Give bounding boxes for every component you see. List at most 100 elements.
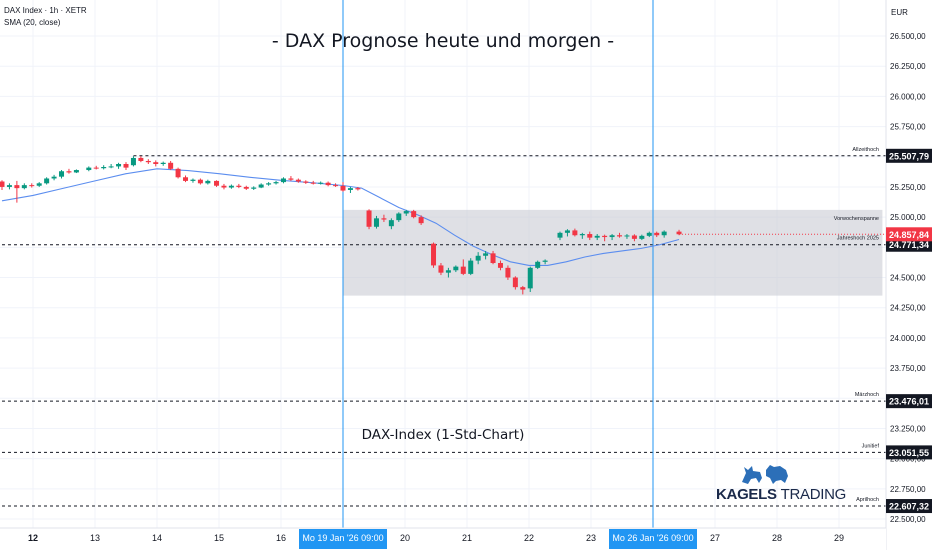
zone-label: Vorwochenspanne — [834, 216, 879, 222]
x-tick-label: 12 — [28, 533, 38, 543]
candle — [609, 234, 615, 241]
candle — [73, 169, 79, 174]
candle-body — [587, 234, 593, 238]
candle-body — [355, 188, 361, 190]
y-tick-label: 23.250,00 — [890, 424, 926, 433]
candle-body — [505, 267, 511, 278]
y-tick-label: 25.750,00 — [890, 123, 926, 132]
x-tick-label: 29 — [834, 533, 844, 543]
candle — [512, 276, 518, 290]
candle-body — [73, 170, 79, 173]
candle — [654, 231, 660, 238]
candle-body — [130, 157, 136, 166]
candle — [564, 229, 570, 237]
candle-body — [160, 162, 166, 164]
bull-shape — [742, 466, 762, 484]
chart-title: - DAX Prognose heute und morgen - — [271, 30, 615, 52]
level-tag-label: 24.771,34 — [889, 240, 929, 250]
candle — [273, 180, 279, 185]
candle-body — [59, 171, 65, 177]
candle-body — [646, 232, 652, 236]
level-tag-label: 23.476,01 — [889, 397, 929, 407]
candle-body — [557, 232, 563, 238]
candle-body — [527, 267, 533, 289]
candle — [183, 175, 189, 183]
candle — [116, 162, 122, 169]
x-tick-label: 14 — [152, 533, 162, 543]
y-tick-label: 24.250,00 — [890, 304, 926, 313]
candle-body — [609, 235, 615, 238]
candle — [303, 180, 309, 184]
candle — [153, 160, 159, 167]
y-tick-label: 24.000,00 — [890, 334, 926, 343]
candle — [483, 250, 489, 260]
bear-shape — [766, 465, 788, 484]
candle — [29, 183, 35, 188]
candle-body — [108, 166, 114, 168]
candle — [145, 159, 151, 164]
bull-icon — [742, 466, 762, 484]
candle — [340, 182, 346, 192]
candle-body — [438, 265, 444, 273]
candle-body — [21, 185, 27, 189]
candle-body — [228, 185, 234, 188]
x-tick-label: 13 — [90, 533, 100, 543]
level-label: Aprilhoch — [856, 497, 879, 503]
candle — [587, 231, 593, 241]
candle — [93, 165, 99, 170]
date-marker-tag — [609, 529, 697, 549]
candle — [438, 263, 444, 276]
y-tick-label: 26.000,00 — [890, 92, 926, 101]
candle — [431, 242, 437, 268]
time-axis-bg — [0, 528, 886, 550]
date-marker-label: Mo 19 Jan '26 09:00 — [302, 533, 383, 543]
candle — [236, 183, 242, 189]
candle — [497, 260, 503, 271]
candle — [535, 260, 541, 270]
candle-body — [639, 235, 645, 239]
candle-body — [175, 168, 181, 178]
candle — [475, 252, 481, 265]
candle-body — [676, 231, 682, 235]
candle-body — [288, 178, 294, 180]
candle-body — [654, 232, 660, 236]
candle-body — [497, 263, 503, 268]
candle — [318, 181, 324, 185]
level-tag-label: 25.507,79 — [889, 151, 929, 161]
candle-body — [183, 177, 189, 181]
candle-body — [624, 235, 630, 237]
candle — [333, 183, 339, 187]
candle-body — [340, 185, 346, 191]
level-label: Junitief — [862, 443, 880, 449]
candle — [190, 178, 196, 183]
candle-body — [631, 235, 637, 239]
candle — [138, 156, 144, 163]
last-price-label: 24.857,84 — [889, 230, 929, 240]
candle — [101, 165, 107, 170]
candle-body — [266, 183, 272, 185]
candle-body — [101, 167, 107, 169]
candle — [460, 259, 466, 276]
candle-body — [431, 243, 437, 266]
y-tick-label: 24.500,00 — [890, 274, 926, 283]
y-tick-label: 22.500,00 — [890, 515, 926, 524]
date-markers — [342, 0, 654, 528]
candle-body — [366, 210, 372, 227]
candle-body — [221, 185, 227, 188]
candle-body — [243, 186, 249, 189]
candle — [646, 231, 652, 238]
x-tick-label: 28 — [772, 533, 782, 543]
x-tick-label: 15 — [214, 533, 224, 543]
candle-body — [14, 185, 20, 189]
logo-thin: TRADING — [780, 486, 847, 503]
candle — [0, 180, 5, 190]
candle — [617, 232, 623, 238]
candle-body — [251, 187, 257, 189]
candle-body — [388, 220, 394, 227]
candle — [639, 234, 645, 241]
candle — [594, 234, 600, 241]
candle — [505, 265, 511, 280]
candle-body — [318, 182, 324, 184]
candle-body — [123, 163, 129, 168]
candle — [280, 177, 286, 184]
